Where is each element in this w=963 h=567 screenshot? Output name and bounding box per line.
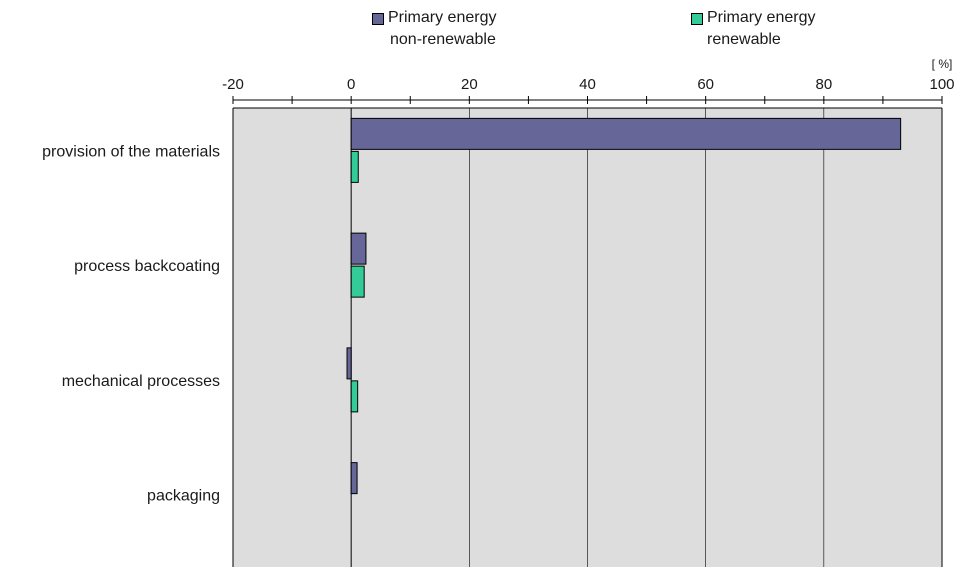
x-tick-label-4: 60 [697,76,714,93]
bar-s0-c0 [350,117,902,150]
bar-s0-c1 [350,232,367,265]
legend-label-renewable-line1: Primary energy [707,9,816,26]
bar-s0-c2 [346,347,352,380]
bar-s0-c3 [350,462,358,495]
legend-swatch-non-renewable [372,13,384,25]
x-tick-label-6: 100 [929,76,954,93]
x-tick-label-2: 20 [461,76,478,93]
category-label-1: process backcoating [74,258,220,275]
bar-s1-c0 [350,150,359,183]
x-tick-label-3: 40 [579,76,596,93]
legend-label-non-renewable-line2: non-renewable [390,31,496,48]
x-tick-label-1: 0 [347,76,355,93]
bar-s1-c2 [350,380,359,413]
axes [232,96,943,567]
x-tick-label-0: -20 [222,76,244,93]
category-label-2: mechanical processes [62,373,220,390]
category-label-3: packaging [147,488,220,505]
legend-label-renewable-line2: renewable [707,31,781,48]
legend-swatch-renewable [691,13,703,25]
category-label-0: provision of the materials [42,143,220,160]
legend-label-non-renewable-line1: Primary energy [388,9,497,26]
axis-unit-label: [ %] [932,57,953,71]
bar-s1-c1 [350,265,365,298]
bars [346,117,902,495]
labels: -20 0 20 40 60 80 100 [ %] provision of the mate… [42,57,954,505]
x-tick-label-5: 80 [815,76,832,93]
